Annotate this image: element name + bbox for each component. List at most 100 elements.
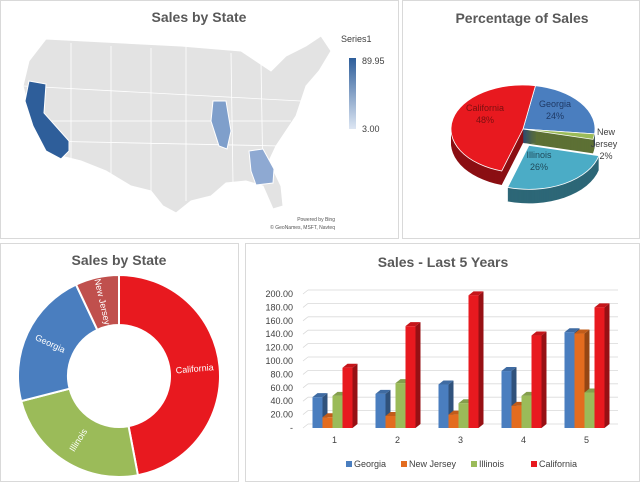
y-tick-label: - bbox=[290, 423, 293, 433]
pie-slice-georgia[interactable] bbox=[522, 85, 596, 135]
state-borders bbox=[22, 43, 302, 201]
bar-chart-panel[interactable]: Sales - Last 5 Years - 20.00 40.00 60.00 80.… bbox=[245, 243, 640, 482]
pie-side-new-jersey bbox=[523, 134, 595, 145]
map-title: Sales by State bbox=[152, 9, 247, 25]
gridline-depth bbox=[302, 370, 309, 375]
bar-new-jersey[interactable] bbox=[574, 333, 585, 428]
y-tick-label: 160.00 bbox=[265, 316, 293, 326]
pie-side-new-jersey bbox=[523, 132, 595, 143]
x-tick-label: 2 bbox=[395, 435, 400, 445]
bar-california[interactable] bbox=[531, 335, 542, 428]
bar-new-jersey[interactable] bbox=[511, 405, 522, 428]
bar-new-jersey[interactable] bbox=[448, 414, 459, 428]
y-tick-label: 20.00 bbox=[270, 410, 293, 420]
bar-illinois[interactable] bbox=[395, 383, 406, 428]
gridline-depth bbox=[302, 396, 309, 402]
bar-top-california bbox=[468, 291, 484, 296]
y-tick-label: 140.00 bbox=[265, 329, 293, 339]
pie-side-new-jersey bbox=[523, 133, 595, 144]
bar-illinois[interactable] bbox=[332, 395, 343, 428]
bar-top-california bbox=[594, 303, 610, 308]
pie-pct-illinois: 26% bbox=[530, 162, 548, 172]
legend-swatch-illinois bbox=[471, 461, 477, 467]
bar-top-california bbox=[342, 363, 358, 368]
pie-side-new-jersey bbox=[523, 141, 595, 152]
gridline-depth bbox=[302, 383, 309, 389]
pie-side-new-jersey bbox=[523, 138, 595, 149]
y-tick-label: 180.00 bbox=[265, 302, 293, 312]
pie-side-new-jersey bbox=[523, 140, 595, 151]
bar-california[interactable] bbox=[594, 307, 605, 428]
state-california[interactable] bbox=[24, 80, 70, 160]
map-chart-panel[interactable]: Sales by State Series1 89.95 3.00 Powere… bbox=[0, 0, 399, 239]
bar-illinois[interactable] bbox=[584, 392, 595, 428]
legend-swatch-california bbox=[531, 461, 537, 467]
map-attribution-2: © GeoNames, MSFT, Navteq bbox=[270, 224, 335, 231]
legend-label-illinois: Illinois bbox=[479, 459, 505, 469]
pie-label-illinois: Illinois bbox=[526, 150, 552, 160]
y-tick-label: 120.00 bbox=[265, 343, 293, 353]
bar-georgia[interactable] bbox=[312, 397, 323, 428]
pie-label-georgia: Georgia bbox=[539, 99, 571, 109]
pie-title: Percentage of Sales bbox=[455, 10, 588, 26]
legend-label-georgia: Georgia bbox=[354, 459, 386, 469]
bar-top-georgia bbox=[312, 393, 328, 398]
pie-side-new-jersey bbox=[523, 131, 595, 142]
pie-side-new-jersey bbox=[523, 136, 595, 147]
bar-title: Sales - Last 5 Years bbox=[378, 254, 509, 270]
donut-chart-panel[interactable]: Sales by State California Illinois Georgia… bbox=[0, 243, 239, 482]
gridline-depth bbox=[302, 356, 309, 362]
donut-label-california: California bbox=[175, 362, 214, 375]
map-legend-gradient bbox=[349, 58, 356, 129]
y-tick-label: 40.00 bbox=[270, 396, 293, 406]
bar-georgia[interactable] bbox=[375, 393, 386, 428]
bar-new-jersey[interactable] bbox=[322, 417, 333, 428]
bar-georgia[interactable] bbox=[501, 371, 512, 428]
bar-top-georgia bbox=[501, 367, 517, 372]
pie-slice-new-jersey[interactable] bbox=[522, 128, 596, 140]
bar-california[interactable] bbox=[342, 367, 353, 428]
pie-side-new-jersey bbox=[523, 143, 595, 154]
bar-side-california bbox=[541, 331, 547, 428]
donut-slice-illinois[interactable] bbox=[19, 387, 140, 478]
state-illinois[interactable] bbox=[210, 100, 232, 150]
pie-slice-california[interactable] bbox=[450, 84, 537, 172]
pie-side-new-jersey bbox=[523, 142, 595, 153]
pie-side-new-jersey bbox=[523, 139, 595, 150]
gridline-depth bbox=[302, 343, 309, 348]
bar-side-california bbox=[478, 291, 484, 428]
pie-pct-california: 48% bbox=[476, 115, 494, 125]
bar-top-california bbox=[405, 322, 421, 327]
y-tick-label: 80.00 bbox=[270, 369, 293, 379]
x-tick-label: 5 bbox=[584, 435, 589, 445]
bar-new-jersey[interactable] bbox=[385, 415, 396, 428]
legend-swatch-new-jersey bbox=[401, 461, 407, 467]
map-legend-max: 89.95 bbox=[362, 56, 385, 66]
donut-slice-new-jersey[interactable] bbox=[74, 273, 120, 332]
legend-label-new-jersey: New Jersey bbox=[409, 459, 457, 469]
y-tick-label: 200.00 bbox=[265, 289, 293, 299]
bar-top-california bbox=[531, 331, 547, 336]
us-map-base bbox=[22, 35, 332, 214]
gridline-depth bbox=[302, 289, 309, 295]
bar-illinois[interactable] bbox=[458, 403, 469, 428]
pie-pct-new-jersey: 2% bbox=[599, 151, 612, 161]
map-legend-title: Series1 bbox=[341, 34, 372, 44]
legend-swatch-georgia bbox=[346, 461, 352, 467]
donut-title: Sales by State bbox=[72, 252, 167, 268]
bar-california[interactable] bbox=[405, 326, 416, 428]
gridline-depth bbox=[302, 316, 309, 322]
donut-slice-georgia[interactable] bbox=[17, 283, 99, 403]
pie-slice-illinois[interactable] bbox=[507, 144, 600, 190]
legend-label-california: California bbox=[539, 459, 577, 469]
x-tick-label: 3 bbox=[458, 435, 463, 445]
pie-label-new-jersey-1: New bbox=[597, 127, 616, 137]
pie-chart-panel[interactable]: Percentage of Sales California 48% Georg… bbox=[402, 0, 640, 239]
state-georgia[interactable] bbox=[248, 148, 275, 186]
bar-georgia[interactable] bbox=[564, 332, 575, 428]
bar-illinois[interactable] bbox=[521, 395, 532, 428]
bar-georgia[interactable] bbox=[438, 384, 449, 428]
bar-california[interactable] bbox=[468, 295, 479, 428]
pie-side-new-jersey bbox=[523, 130, 595, 141]
donut-slice-california[interactable] bbox=[118, 273, 221, 477]
